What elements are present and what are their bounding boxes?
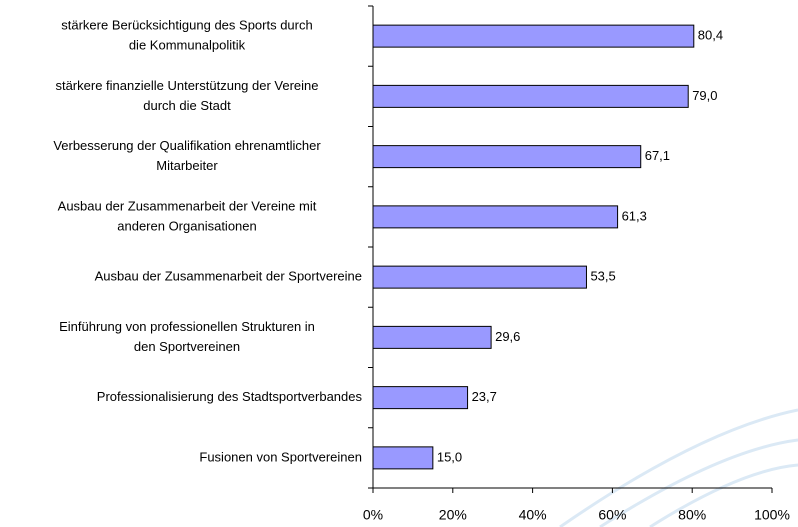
value-label: 29,6	[495, 329, 520, 344]
category-label: Einführung von professionellen Strukture…	[59, 319, 315, 334]
bar	[372, 386, 469, 410]
bar	[372, 205, 619, 229]
value-label: 61,3	[622, 208, 647, 223]
value-label: 79,0	[692, 88, 717, 103]
value-label: 23,7	[472, 389, 497, 404]
x-tick-label: 0%	[363, 507, 383, 523]
background-swoosh	[559, 408, 798, 527]
x-tick-label: 20%	[439, 507, 467, 523]
swoosh	[599, 438, 798, 527]
category-label: den Sportvereinen	[134, 339, 240, 354]
bar	[372, 24, 695, 48]
category-label: Ausbau der Zusammenarbeit der Vereine mi…	[58, 198, 317, 213]
category-label: stärkere finanzielle Unterstützung der V…	[55, 78, 318, 93]
category-label: Fusionen von Sportvereinen	[199, 449, 362, 464]
category-label: stärkere Berücksichtigung des Sports dur…	[61, 18, 312, 33]
value-label: 53,5	[590, 269, 615, 284]
value-label: 80,4	[698, 28, 723, 43]
category-label: Verbesserung der Qualifikation ehrenamtl…	[53, 138, 321, 153]
x-tick-label: 80%	[678, 507, 706, 523]
category-label: Ausbau der Zusammenarbeit der Sportverei…	[95, 269, 362, 284]
category-label: durch die Stadt	[143, 98, 231, 113]
swoosh	[649, 463, 798, 527]
bar	[372, 84, 689, 108]
bar	[372, 325, 492, 349]
bar	[372, 265, 587, 289]
swoosh	[559, 408, 798, 527]
bar	[372, 446, 434, 470]
x-tick-label: 40%	[519, 507, 547, 523]
x-tick-label: 60%	[598, 507, 626, 523]
x-tick-label: 100%	[754, 507, 790, 523]
value-label: 67,1	[645, 148, 670, 163]
category-label: Professionalisierung des Stadtsportverba…	[97, 389, 363, 404]
category-label: anderen Organisationen	[117, 218, 257, 233]
bar	[372, 145, 642, 169]
value-label: 15,0	[437, 449, 462, 464]
category-label: Mitarbeiter	[156, 158, 218, 173]
category-label: die Kommunalpolitik	[129, 38, 246, 53]
